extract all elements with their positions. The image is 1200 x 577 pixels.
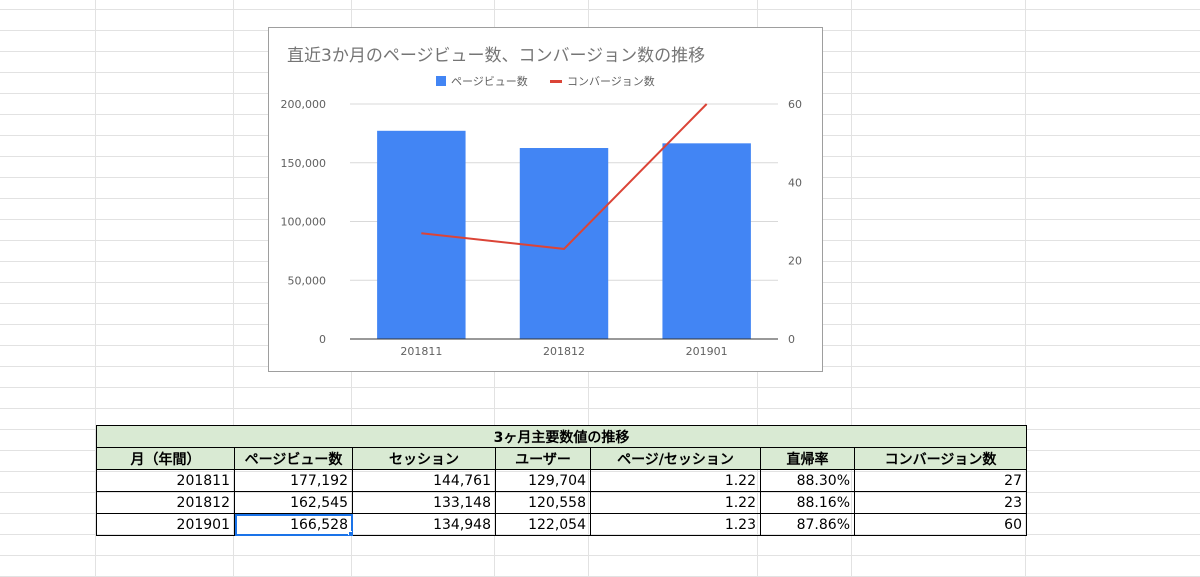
cell-value: 88.30% — [796, 472, 850, 489]
bar[interactable] — [662, 143, 751, 339]
cell-value: 166,528 — [290, 516, 348, 533]
table-cell[interactable]: 133,148 — [352, 491, 496, 514]
table-cell[interactable]: 144,761 — [352, 469, 496, 492]
header-cell[interactable]: 直帰率 — [760, 447, 855, 470]
table-cell[interactable]: 122,054 — [495, 513, 591, 536]
cell-value: 23 — [1004, 494, 1022, 511]
table-title[interactable]: 3ヶ月主要数値の推移 — [96, 425, 1027, 448]
table-cell[interactable]: 88.16% — [760, 491, 855, 514]
table-cell[interactable]: 1.23 — [590, 513, 761, 536]
y-left-tick-label: 100,000 — [281, 216, 327, 229]
header-cell[interactable]: ページ/セッション — [590, 447, 761, 470]
x-tick-label: 201812 — [543, 345, 585, 358]
cell-value: 1.22 — [724, 472, 756, 489]
cell-value: 144,761 — [433, 472, 491, 489]
cell-value: 201811 — [176, 472, 230, 489]
table-cell[interactable]: 88.30% — [760, 469, 855, 492]
table-cell[interactable]: 120,558 — [495, 491, 591, 514]
cell-value: 120,558 — [528, 494, 586, 511]
legend-swatch-pageviews — [436, 76, 446, 86]
legend-label-pageviews: ページビュー数 — [451, 75, 528, 88]
table-cell[interactable]: 27 — [854, 469, 1027, 492]
header-cell[interactable]: コンバージョン数 — [854, 447, 1027, 470]
cell-value: 129,704 — [528, 472, 586, 489]
chart-container[interactable]: 直近3か月のページビュー数、コンバージョン数の推移 ページビュー数 コンバージョ… — [268, 27, 823, 372]
cell-value: 88.16% — [796, 494, 850, 511]
y-right-tick-label: 20 — [788, 255, 802, 268]
table-cell[interactable]: 166,528 — [234, 513, 353, 536]
header-cell[interactable]: セッション — [352, 447, 496, 470]
cell-value: 201901 — [176, 516, 230, 533]
table-cell[interactable]: 134,948 — [352, 513, 496, 536]
cell-value: 87.86% — [796, 516, 850, 533]
header-cell[interactable]: ページビュー数 — [234, 447, 353, 470]
conversion-line[interactable] — [421, 103, 708, 250]
table-cell[interactable]: 177,192 — [234, 469, 353, 492]
header-cell[interactable]: ユーザー — [495, 447, 591, 470]
table-cell[interactable]: 23 — [854, 491, 1027, 514]
x-tick-label: 201811 — [400, 345, 442, 358]
cell-value: 1.23 — [724, 516, 756, 533]
table-cell[interactable]: 162,545 — [234, 491, 353, 514]
legend-label-conversions: コンバージョン数 — [567, 75, 655, 88]
cell-value: 122,054 — [528, 516, 586, 533]
y-left-tick-label: 50,000 — [288, 274, 327, 287]
table-cell[interactable]: 1.22 — [590, 491, 761, 514]
table-cell[interactable]: 87.86% — [760, 513, 855, 536]
table-row: 201811 177,192 144,761 129,704 1.22 88.30% 27 — [96, 469, 1027, 492]
table-cell[interactable]: 129,704 — [495, 469, 591, 492]
table-cell[interactable]: 1.22 — [590, 469, 761, 492]
table-cell[interactable]: 201901 — [96, 513, 235, 536]
chart-title: 直近3か月のページビュー数、コンバージョン数の推移 — [287, 46, 705, 66]
cell-value: 27 — [1004, 472, 1022, 489]
combo-chart: 直近3か月のページビュー数、コンバージョン数の推移 ページビュー数 コンバージョ… — [281, 46, 803, 358]
y-right-tick-label: 60 — [788, 98, 802, 111]
y-right-tick-label: 0 — [788, 333, 795, 346]
cell-value: 162,545 — [290, 494, 348, 511]
bar[interactable] — [519, 148, 609, 339]
y-left-tick-label: 150,000 — [281, 157, 327, 170]
header-cell[interactable]: 月（年間） — [96, 447, 235, 470]
y-left-tick-label: 0 — [319, 333, 326, 346]
table-cell[interactable]: 201812 — [96, 491, 235, 514]
y-left-tick-label: 200,000 — [281, 98, 327, 111]
table-row: 201901 166,528 134,948 122,054 1.23 87.86% 60 — [96, 513, 1027, 536]
cell-value: 133,148 — [433, 494, 491, 511]
bar[interactable] — [377, 130, 466, 339]
legend-swatch-conversions — [550, 80, 562, 83]
table-cell[interactable]: 60 — [854, 513, 1027, 536]
x-tick-label: 201901 — [686, 345, 728, 358]
cell-value: 60 — [1004, 516, 1022, 533]
table-cell[interactable]: 201811 — [96, 469, 235, 492]
summary-table: 3ヶ月主要数値の推移 月（年間） ページビュー数 セッション ユーザー ページ/セッショ… — [96, 425, 1027, 536]
table-row: 201812 162,545 133,148 120,558 1.22 88.16% 23 — [96, 491, 1027, 514]
cell-value: 1.22 — [724, 494, 756, 511]
cell-value: 177,192 — [290, 472, 348, 489]
fill-handle[interactable] — [348, 531, 352, 535]
y-right-tick-label: 40 — [788, 176, 802, 189]
cell-value: 201812 — [176, 494, 230, 511]
cell-value: 134,948 — [433, 516, 491, 533]
